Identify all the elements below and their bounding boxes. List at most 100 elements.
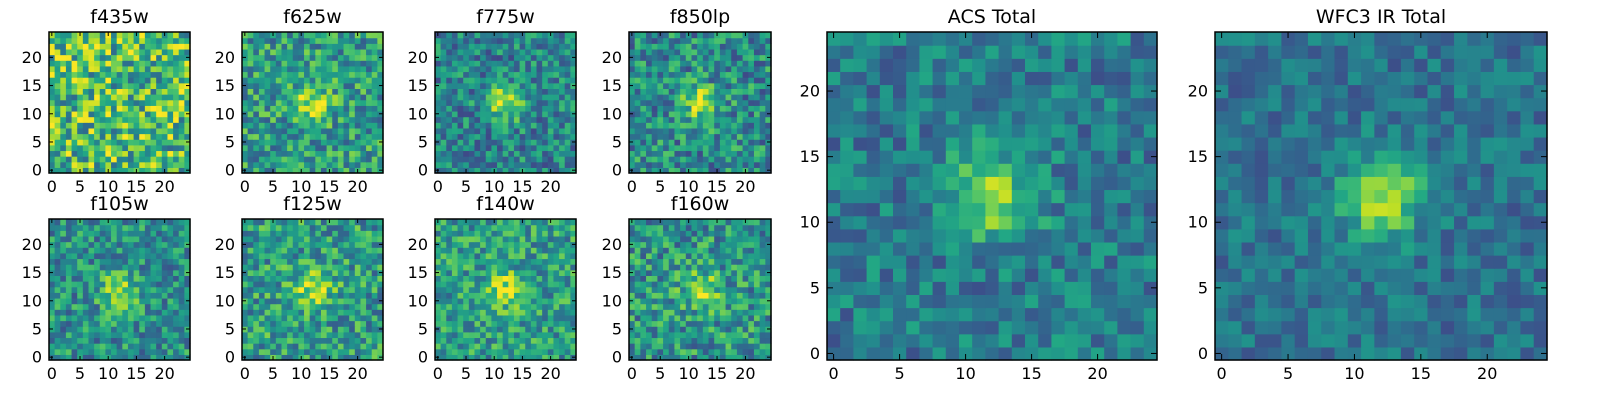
- heatmap-cell: [530, 264, 538, 271]
- heatmap-cell: [536, 292, 543, 299]
- heatmap-cell: [371, 37, 378, 44]
- heatmap-cell: [457, 144, 464, 152]
- heatmap-cell: [167, 247, 174, 254]
- heatmap-cell: [691, 60, 698, 67]
- heatmap-cell: [54, 314, 61, 322]
- heatmap-cell: [435, 156, 442, 163]
- heatmap-cell: [435, 314, 442, 322]
- heatmap-cell: [60, 241, 67, 248]
- heatmap-cell: [337, 32, 345, 39]
- heatmap-cell: [253, 161, 260, 168]
- heatmap-cell: [354, 48, 362, 56]
- heatmap-cell: [708, 94, 715, 101]
- heatmap-cell: [714, 161, 721, 168]
- heatmap-cell: [446, 348, 453, 355]
- heatmap-cell: [150, 252, 157, 260]
- heatmap-cell: [480, 144, 487, 152]
- heatmap-cell: [360, 219, 367, 226]
- heatmap-cell: [377, 275, 384, 282]
- heatmap-cell: [708, 60, 715, 67]
- heatmap-cell: [536, 167, 543, 174]
- heatmap-cell: [668, 133, 676, 140]
- heatmap-cell: [480, 139, 487, 146]
- heatmap-cell: [640, 343, 647, 350]
- heatmap-cell: [697, 275, 704, 282]
- heatmap-cell: [536, 32, 543, 39]
- heatmap-cell: [570, 43, 577, 50]
- heatmap-cell: [366, 292, 373, 299]
- heatmap-cell: [173, 343, 180, 350]
- heatmap-cell: [702, 37, 710, 44]
- heatmap-cell: [275, 150, 283, 157]
- heatmap-cell: [326, 258, 333, 265]
- heatmap-cell: [491, 82, 498, 89]
- heatmap-cell: [337, 297, 345, 305]
- heatmap-cell: [474, 48, 481, 56]
- heatmap-cell: [133, 235, 140, 243]
- heatmap-cell: [88, 167, 95, 174]
- heatmap-cell: [270, 116, 277, 123]
- heatmap-cell: [663, 161, 670, 168]
- heatmap-cell: [133, 71, 140, 78]
- heatmap-cell: [714, 105, 721, 112]
- heatmap-cell: [646, 32, 653, 39]
- heatmap-cell: [99, 230, 106, 237]
- heatmap-cell: [82, 303, 90, 310]
- heatmap-cell: [111, 105, 118, 112]
- heatmap-cell: [247, 297, 254, 305]
- heatmap-cell: [292, 252, 299, 260]
- heatmap-cell: [708, 354, 715, 361]
- heatmap-cell: [304, 219, 311, 226]
- heatmap-cell: [281, 337, 288, 344]
- heatmap-cell: [167, 82, 174, 89]
- heatmap-cell: [753, 156, 761, 163]
- heatmap-cell: [553, 309, 560, 316]
- heatmap-cell: [657, 48, 664, 56]
- heatmap-cell: [242, 88, 249, 95]
- heatmap-cell: [468, 65, 476, 73]
- heatmap-cell: [111, 156, 118, 163]
- heatmap-cell: [657, 94, 664, 101]
- heatmap-cell: [281, 235, 288, 243]
- heatmap-cell: [525, 82, 532, 89]
- heatmap-cell: [360, 258, 367, 265]
- heatmap-cell: [553, 348, 560, 355]
- heatmap-cell: [634, 337, 641, 344]
- heatmap-cell: [99, 122, 106, 129]
- heatmap-cell: [446, 144, 453, 152]
- heatmap-cell: [736, 32, 744, 39]
- heatmap-cell: [298, 326, 305, 333]
- heatmap-cell: [309, 105, 316, 112]
- heatmap-cell: [184, 219, 191, 226]
- heatmap-cell: [708, 156, 715, 163]
- heatmap-cell: [309, 252, 316, 260]
- heatmap-cell: [111, 32, 118, 39]
- heatmap-cell: [332, 32, 339, 39]
- heatmap-cell: [463, 297, 470, 305]
- heatmap-cell: [184, 127, 191, 135]
- heatmap-cell: [468, 343, 476, 350]
- heatmap-cell: [446, 281, 453, 288]
- heatmap-cell: [371, 230, 378, 237]
- heatmap-cell: [150, 286, 157, 293]
- heatmap-cell: [663, 269, 670, 276]
- heatmap-cell: [173, 122, 180, 129]
- heatmap-cell: [88, 331, 95, 339]
- heatmap-cell: [435, 230, 442, 237]
- heatmap-cell: [753, 303, 761, 310]
- heatmap-cell: [167, 37, 174, 44]
- heatmap-cell: [480, 235, 487, 243]
- heatmap-cell: [54, 150, 61, 157]
- heatmap-cell: [463, 65, 470, 73]
- heatmap-cell: [542, 303, 549, 310]
- heatmap-cell: [725, 48, 732, 56]
- heatmap-cell: [457, 133, 464, 140]
- heatmap-cell: [116, 167, 123, 174]
- heatmap-cell: [530, 37, 538, 44]
- heatmap-cell: [281, 264, 288, 271]
- heatmap-cell: [697, 348, 704, 355]
- heatmap-cell: [366, 235, 373, 243]
- heatmap-cell: [82, 88, 90, 95]
- x-tick-label: 10: [291, 177, 311, 196]
- heatmap-cell: [668, 343, 676, 350]
